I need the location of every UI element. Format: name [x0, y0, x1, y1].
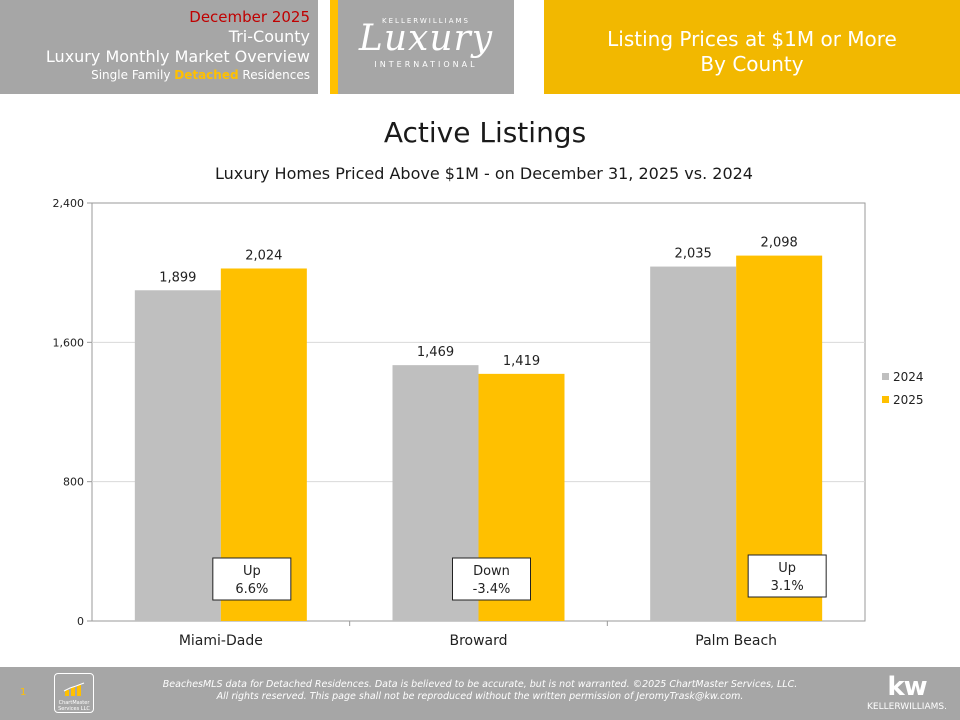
change-direction: Down — [473, 564, 510, 579]
bar-chart: 0 800 1,600 2,400 1,899 2,024 Miami-Dade Up 6.6%… — [53, 197, 924, 649]
topic-line-2: By County — [700, 52, 804, 76]
header-panel: December 2025 Tri-County Luxury Monthly … — [0, 0, 318, 94]
kw-logo-mark: kw — [887, 672, 927, 702]
legend-swatch-2024 — [882, 373, 889, 380]
change-percent: -3.4% — [473, 582, 511, 597]
x-category-label: Broward — [449, 633, 507, 649]
report-overview: Luxury Monthly Market Overview — [45, 47, 310, 66]
property-type: Single Family Detached Residences — [46, 67, 310, 83]
report-region: Tri-County — [228, 27, 310, 46]
header-accent-bar — [330, 0, 338, 94]
bar-2024 — [650, 266, 737, 621]
footer-bar: 1 ChartMaster Services LLC BeachesMLS da… — [0, 667, 960, 720]
y-tick-label: 1,600 — [53, 336, 85, 349]
property-type-prefix: Single Family — [91, 68, 175, 82]
chart-subtitle: Luxury Homes Priced Above $1M - on Decem… — [215, 164, 753, 183]
change-direction: Up — [243, 564, 261, 579]
chart-bars-icon — [63, 682, 85, 696]
disclaimer-line-1: BeachesMLS data for Detached Residences.… — [162, 679, 798, 690]
bar-2024 — [134, 290, 221, 621]
chartmaster-logo-text: ChartMaster Services LLC — [58, 700, 90, 712]
header-topic-panel: Listing Prices at $1M or More By County — [544, 0, 960, 94]
luxury-logo: KELLERWILLIAMS Luxury INTERNATIONAL — [338, 0, 514, 94]
change-direction: Up — [778, 561, 796, 576]
logo-script: Luxury — [358, 18, 494, 59]
logo-international: INTERNATIONAL — [374, 60, 478, 69]
page-number: 1 — [20, 687, 27, 698]
legend-swatch-2025 — [882, 396, 889, 403]
kw-logo-name: KELLERWILLIAMS. — [867, 702, 947, 712]
topic-line-1: Listing Prices at $1M or More — [607, 27, 897, 51]
x-category-label: Palm Beach — [695, 633, 777, 649]
change-percent: 3.1% — [771, 579, 804, 594]
logo-brand: KELLERWILLIAMS — [382, 17, 470, 25]
chart-title: Active Listings — [383, 116, 587, 149]
change-box — [212, 557, 292, 601]
legend-label: 2024 — [893, 370, 924, 384]
property-type-suffix: Residences — [238, 68, 310, 82]
change-box — [747, 554, 827, 598]
change-percent: 6.6% — [235, 582, 268, 597]
data-label: 1,469 — [417, 345, 454, 360]
disclaimer-line-2: All rights reserved. This page shall not… — [216, 691, 744, 702]
data-label: 1,899 — [159, 270, 196, 285]
report-date: December 2025 — [189, 8, 310, 26]
data-label: 1,419 — [503, 354, 540, 369]
kellerwilliams-logo: kw KELLERWILLIAMS. — [864, 673, 950, 713]
property-type-highlight: Detached — [174, 68, 239, 82]
legend-label: 2025 — [893, 393, 924, 407]
header-text-block: December 2025 Tri-County Luxury Monthly … — [46, 8, 310, 83]
change-box — [452, 557, 531, 601]
x-category-label: Miami-Dade — [179, 633, 263, 649]
footer-disclaimer: BeachesMLS data for Detached Residences.… — [110, 679, 850, 703]
data-label: 2,035 — [675, 247, 712, 262]
data-label: 2,024 — [245, 248, 282, 263]
y-tick-label: 0 — [77, 615, 84, 628]
data-label: 2,098 — [761, 236, 798, 251]
y-tick-label: 2,400 — [53, 197, 85, 210]
chartmaster-logo: ChartMaster Services LLC — [54, 673, 94, 713]
y-tick-label: 800 — [63, 476, 84, 489]
